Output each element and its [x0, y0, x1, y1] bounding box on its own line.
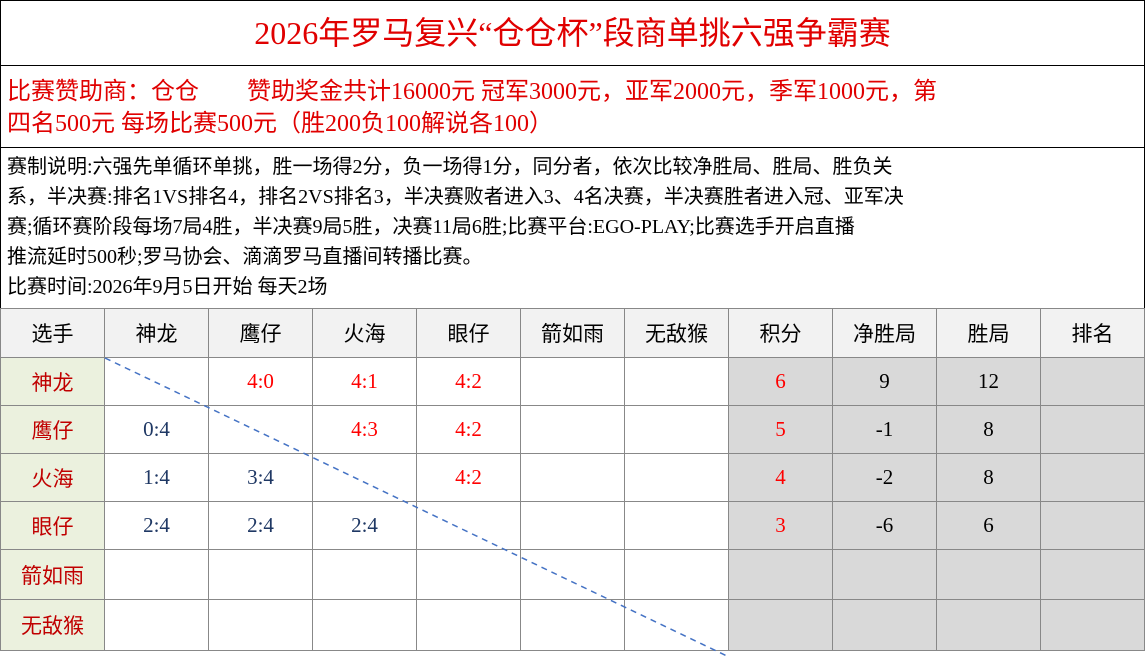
standings-table: 选手 神龙 鹰仔 火海 眼仔 箭如雨 无敌猴 积分 净胜局 胜局 排名 神龙 4:0 4:1 4:2 6 9 12…	[0, 308, 1145, 651]
header-cell: 胜局	[936, 308, 1041, 358]
stat-cell	[1040, 357, 1145, 406]
stat-cell: 4	[728, 453, 833, 502]
match-score	[624, 405, 729, 454]
player-name: 眼仔	[0, 501, 105, 550]
stat-cell	[728, 599, 833, 651]
match-score: 2:4	[312, 501, 417, 550]
match-score: 2:4	[104, 501, 209, 550]
stat-cell: -6	[832, 501, 937, 550]
match-score: 4:2	[416, 453, 521, 502]
title: 2026年罗马复兴“仓仓杯”段商单挑六强争霸赛	[0, 0, 1145, 65]
player-name: 鹰仔	[0, 405, 105, 454]
rules-line: 赛;循环赛阶段每场7局4胜，半决赛9局5胜，决赛11局6胜;比赛平台:EGO-P…	[7, 216, 855, 238]
header-cell: 鹰仔	[208, 308, 313, 358]
body-row: 眼仔 2:4 2:4 2:4 3 -6 6	[0, 501, 1145, 550]
rules: 赛制说明:六强先单循环单挑，胜一场得2分，负一场得1分，同分者，依次比较净胜局、…	[0, 147, 1145, 308]
stat-cell	[1040, 453, 1145, 502]
match-score	[416, 549, 521, 600]
header-cell: 净胜局	[832, 308, 937, 358]
match-score: 2:4	[208, 501, 313, 550]
match-score	[520, 405, 625, 454]
match-score	[520, 357, 625, 406]
stat-cell: 12	[936, 357, 1041, 406]
match-score	[624, 549, 729, 600]
stat-cell: 8	[936, 453, 1041, 502]
stat-cell: 6	[936, 501, 1041, 550]
match-score	[208, 405, 313, 454]
match-score	[416, 599, 521, 651]
match-score	[312, 549, 417, 600]
match-score	[520, 599, 625, 651]
header-cell: 排名	[1040, 308, 1145, 358]
match-score: 4:2	[416, 357, 521, 406]
match-score: 4:1	[312, 357, 417, 406]
match-score: 4:3	[312, 405, 417, 454]
body-row: 鹰仔 0:4 4:3 4:2 5 -1 8	[0, 405, 1145, 454]
stat-cell	[936, 549, 1041, 600]
body-row: 无敌猴	[0, 599, 1145, 651]
stat-cell: 5	[728, 405, 833, 454]
match-score	[520, 453, 625, 502]
schedule: 比赛时间:2026年9月5日开始 每天2场	[7, 276, 328, 298]
rules-line: 推流延时500秒;罗马协会、滴滴罗马直播间转播比赛。	[7, 246, 483, 268]
match-score	[208, 549, 313, 600]
stat-cell	[832, 599, 937, 651]
sponsor: 比赛赞助商：仓仓 赞助奖金共计16000元 冠军3000元，亚军2000元，季军…	[0, 65, 1145, 147]
stat-cell	[728, 549, 833, 600]
rules-line: 系，半决赛:排名1VS排名4，排名2VS排名3，半决赛败者进入3、4名决赛，半决…	[7, 186, 904, 208]
match-score: 1:4	[104, 453, 209, 502]
stat-cell	[1040, 549, 1145, 600]
match-score	[624, 599, 729, 651]
match-score	[520, 549, 625, 600]
stat-cell: 3	[728, 501, 833, 550]
match-score: 0:4	[104, 405, 209, 454]
stat-cell: 6	[728, 357, 833, 406]
match-score	[312, 453, 417, 502]
stat-cell: -2	[832, 453, 937, 502]
match-score	[624, 357, 729, 406]
stat-cell: 9	[832, 357, 937, 406]
match-score: 4:0	[208, 357, 313, 406]
stat-cell	[1040, 501, 1145, 550]
body-row: 箭如雨	[0, 549, 1145, 600]
body-row: 神龙 4:0 4:1 4:2 6 9 12	[0, 357, 1145, 406]
stat-cell: 8	[936, 405, 1041, 454]
match-score	[624, 453, 729, 502]
match-score	[104, 599, 209, 651]
match-score	[208, 599, 313, 651]
header-row: 选手 神龙 鹰仔 火海 眼仔 箭如雨 无敌猴 积分 净胜局 胜局 排名	[0, 308, 1145, 358]
match-score	[416, 501, 521, 550]
header-cell: 眼仔	[416, 308, 521, 358]
header-cell: 选手	[0, 308, 105, 358]
match-score: 3:4	[208, 453, 313, 502]
body-row: 火海 1:4 3:4 4:2 4 -2 8	[0, 453, 1145, 502]
sponsor-line: 四名500元 每场比赛500元（胜200负100解说各100）	[7, 111, 553, 137]
stat-cell	[1040, 599, 1145, 651]
match-score	[104, 549, 209, 600]
stat-cell	[1040, 405, 1145, 454]
match-score	[312, 599, 417, 651]
player-name: 箭如雨	[0, 549, 105, 600]
match-score	[104, 357, 209, 406]
rules-line: 赛制说明:六强先单循环单挑，胜一场得2分，负一场得1分，同分者，依次比较净胜局、…	[7, 156, 893, 178]
match-score: 4:2	[416, 405, 521, 454]
header-cell: 积分	[728, 308, 833, 358]
stat-cell	[832, 549, 937, 600]
player-name: 无敌猴	[0, 599, 105, 651]
player-name: 火海	[0, 453, 105, 502]
sponsor-line: 比赛赞助商：仓仓 赞助奖金共计16000元 冠军3000元，亚军2000元，季军…	[7, 79, 937, 105]
stat-cell: -1	[832, 405, 937, 454]
match-score	[520, 501, 625, 550]
header-cell: 无敌猴	[624, 308, 729, 358]
header-cell: 火海	[312, 308, 417, 358]
header-cell: 箭如雨	[520, 308, 625, 358]
header-cell: 神龙	[104, 308, 209, 358]
match-score	[624, 501, 729, 550]
stat-cell	[936, 599, 1041, 651]
player-name: 神龙	[0, 357, 105, 406]
